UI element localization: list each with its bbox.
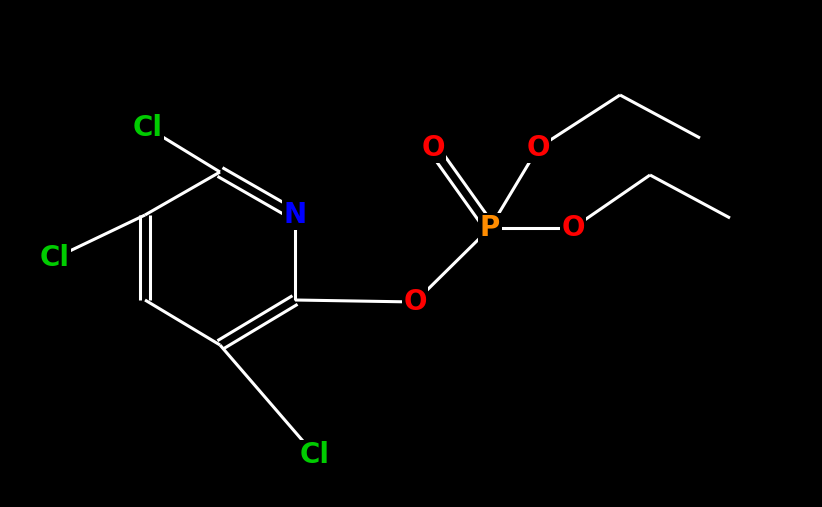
Text: Cl: Cl (40, 244, 70, 272)
Text: N: N (284, 201, 307, 229)
Text: O: O (526, 134, 550, 162)
Text: Cl: Cl (133, 114, 163, 142)
Text: Cl: Cl (300, 441, 330, 469)
Text: P: P (480, 214, 500, 242)
Text: O: O (421, 134, 445, 162)
Text: O: O (561, 214, 584, 242)
Text: O: O (404, 288, 427, 316)
